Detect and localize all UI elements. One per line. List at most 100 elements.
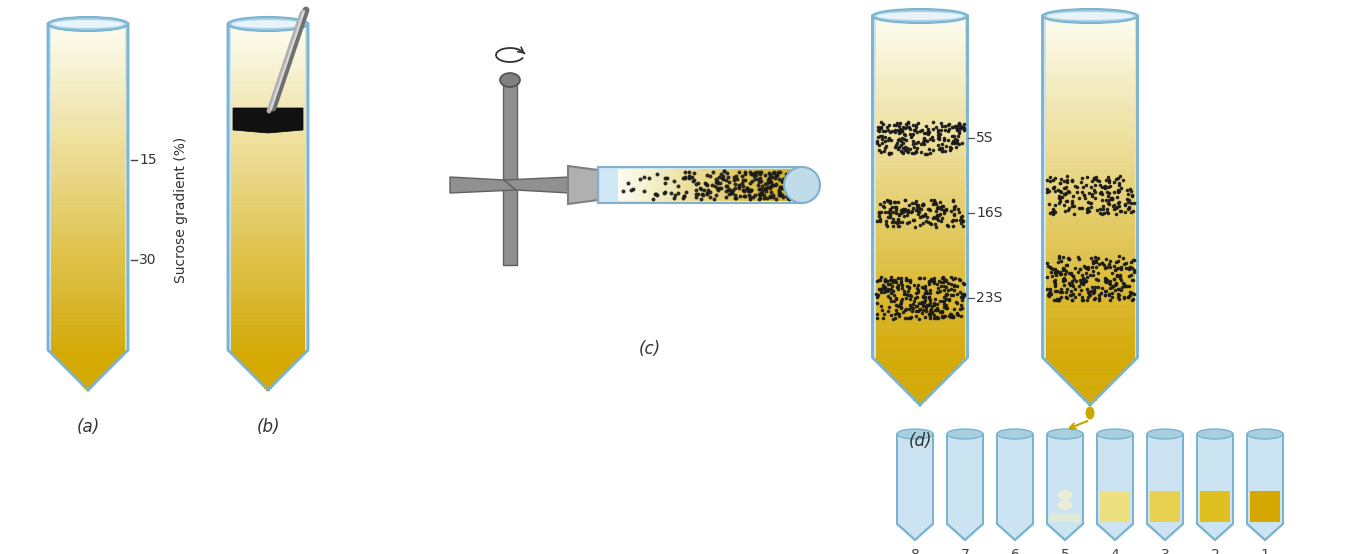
Point <box>696 181 718 189</box>
Polygon shape <box>1045 50 1134 55</box>
Point <box>757 182 779 191</box>
Point <box>1122 263 1144 272</box>
Point <box>786 171 807 180</box>
Point <box>1114 208 1136 217</box>
Polygon shape <box>51 155 124 159</box>
Point <box>937 286 959 295</box>
Point <box>784 192 806 201</box>
Point <box>936 220 957 229</box>
Point <box>1115 195 1137 204</box>
Point <box>1091 258 1113 267</box>
Point <box>892 307 914 316</box>
Point <box>923 311 945 320</box>
Point <box>1038 187 1060 196</box>
Point <box>900 148 922 157</box>
Point <box>927 211 949 219</box>
Point <box>899 122 921 131</box>
Point <box>1110 286 1132 295</box>
Polygon shape <box>51 57 124 61</box>
Point <box>764 181 786 189</box>
Point <box>932 202 953 211</box>
Polygon shape <box>231 155 306 159</box>
Point <box>919 218 941 227</box>
Point <box>925 222 946 231</box>
Point <box>1105 209 1126 218</box>
Text: 23S: 23S <box>976 291 1002 305</box>
Point <box>934 291 956 300</box>
Point <box>927 203 949 212</box>
Point <box>886 219 907 228</box>
Point <box>926 204 948 213</box>
Polygon shape <box>1051 362 1130 365</box>
Point <box>948 140 969 149</box>
Point <box>933 133 955 142</box>
Polygon shape <box>738 169 742 201</box>
Point <box>1052 276 1073 285</box>
Point <box>748 181 769 189</box>
Point <box>1113 293 1134 301</box>
Point <box>683 169 704 178</box>
Point <box>900 292 922 301</box>
Polygon shape <box>51 297 124 301</box>
Point <box>946 124 968 132</box>
Point <box>950 213 972 222</box>
Point <box>725 180 746 189</box>
Point <box>790 184 811 193</box>
Point <box>884 218 906 227</box>
Polygon shape <box>641 169 645 201</box>
Polygon shape <box>626 169 630 201</box>
Polygon shape <box>51 334 124 338</box>
Point <box>918 310 940 319</box>
Polygon shape <box>876 315 964 320</box>
Point <box>1087 269 1109 278</box>
Polygon shape <box>1065 379 1114 382</box>
Point <box>1107 252 1129 260</box>
Point <box>1095 278 1117 286</box>
Point <box>879 204 900 213</box>
Polygon shape <box>1045 353 1134 358</box>
Point <box>731 178 753 187</box>
Point <box>779 188 800 197</box>
Point <box>715 187 737 196</box>
Polygon shape <box>231 321 306 326</box>
Point <box>653 188 675 197</box>
Point <box>1063 201 1084 210</box>
Point <box>868 276 890 285</box>
Point <box>903 125 925 134</box>
Polygon shape <box>58 358 118 361</box>
Point <box>1084 181 1106 189</box>
Point <box>950 293 972 302</box>
Ellipse shape <box>784 167 821 203</box>
Point <box>888 129 910 137</box>
Point <box>876 277 898 286</box>
Polygon shape <box>231 81 306 86</box>
Point <box>895 274 917 283</box>
Point <box>922 145 944 154</box>
Text: Sucrose gradient (%): Sucrose gradient (%) <box>174 137 188 283</box>
Point <box>888 126 910 135</box>
Point <box>933 312 955 321</box>
Point <box>929 276 950 285</box>
Point <box>868 125 890 134</box>
Point <box>1073 263 1095 271</box>
Polygon shape <box>1045 332 1134 337</box>
Point <box>891 304 913 313</box>
Polygon shape <box>876 123 964 127</box>
Point <box>904 199 926 208</box>
Point <box>756 186 777 195</box>
Point <box>909 274 930 283</box>
Point <box>913 298 934 307</box>
Point <box>753 191 775 200</box>
Polygon shape <box>231 264 306 269</box>
Polygon shape <box>1045 297 1134 302</box>
Polygon shape <box>876 306 964 311</box>
Point <box>884 127 906 136</box>
Point <box>1057 187 1079 196</box>
Point <box>894 212 915 220</box>
Point <box>884 297 906 306</box>
Point <box>1094 277 1115 286</box>
Point <box>869 131 891 140</box>
Point <box>780 173 802 182</box>
Point <box>895 294 917 303</box>
Polygon shape <box>1082 396 1099 398</box>
